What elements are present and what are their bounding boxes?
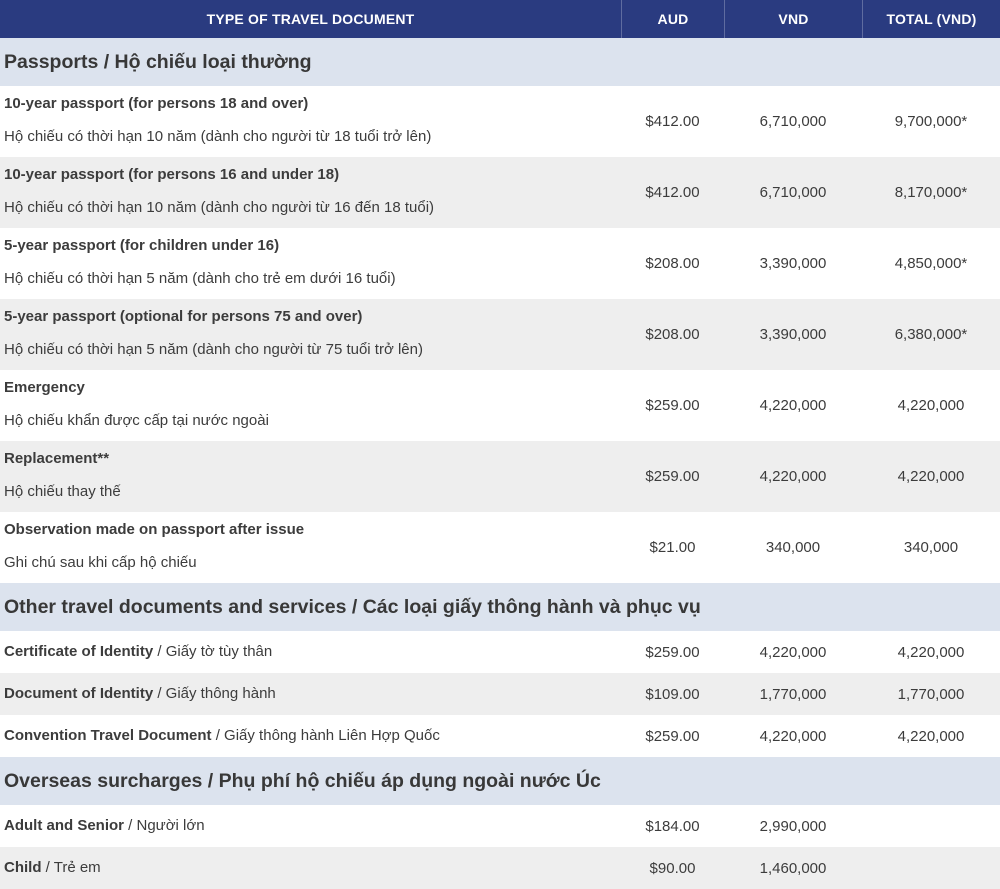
row-title-en: 10-year passport (for persons 16 and und… [4, 166, 340, 183]
table-body: Passports / Hộ chiếu loại thường 10-year … [0, 38, 1000, 889]
row-title-en: Adult and Senior [4, 816, 124, 834]
total-value-cell: 1,770,000 [897, 685, 965, 703]
aud-value-cell: $259.00 [645, 397, 700, 414]
table-row: Observation made on passport after issue… [0, 512, 1000, 583]
aud-value-cell: $259.00 [645, 643, 700, 661]
type-cell: 10-year passport (for persons 16 and und… [0, 157, 621, 228]
table-row: Replacement** Hộ chiếu thay thế $259.00 4,2… [0, 441, 1000, 512]
aud-value-cell: $412.00 [645, 184, 700, 201]
type-cell: Replacement** Hộ chiếu thay thế [0, 441, 621, 512]
table-row: 10-year passport (for persons 18 and ove… [0, 86, 1000, 157]
column-header-aud: AUD [621, 0, 724, 38]
total-value-cell: 4,220,000 [897, 468, 965, 485]
total-value-cell: 4,220,000 [897, 727, 965, 745]
aud-value-cell: $208.00 [645, 255, 700, 272]
table-row: Emergency Hộ chiếu khẩn được cấp tại nước… [0, 370, 1000, 441]
table-header-row: TYPE OF TRAVEL DOCUMENT AUD VND TOTAL (V… [0, 0, 1000, 38]
total-value-cell: 4,850,000* [894, 255, 968, 272]
column-header-type: TYPE OF TRAVEL DOCUMENT [206, 11, 415, 27]
row-title-vi: Hộ chiếu có thời hạn 5 năm (dành cho ngư… [4, 341, 423, 359]
aud-value-cell: $184.00 [645, 817, 700, 835]
vnd-value-cell: 4,220,000 [759, 643, 827, 661]
total-value-cell [862, 847, 1000, 889]
type-cell: Observation made on passport after issue… [0, 512, 621, 583]
table-row: Child / Trẻ em $90.00 1,460,000 [0, 847, 1000, 889]
row-title-vi: Hộ chiếu có thời hạn 10 năm (dành cho ng… [4, 128, 432, 146]
total-value-cell: 9,700,000* [894, 113, 968, 130]
vnd-value-cell: 340,000 [765, 539, 821, 556]
aud-value-cell: $259.00 [645, 727, 700, 745]
vnd-value-cell: 4,220,000 [759, 468, 827, 485]
row-title-vi: / Giấy thông hành [153, 684, 276, 702]
aud-value-cell: $90.00 [649, 859, 696, 877]
type-cell: Child / Trẻ em [0, 847, 621, 889]
type-cell: 10-year passport (for persons 18 and ove… [0, 86, 621, 157]
row-title-vi: / Giấy thông hành Liên Hợp Quốc [211, 726, 440, 744]
total-value-cell: 4,220,000 [897, 397, 965, 414]
row-title-en: Replacement** [4, 450, 110, 467]
table-row: 5-year passport (for children under 16) H… [0, 228, 1000, 299]
row-title-en: 10-year passport (for persons 18 and ove… [4, 95, 309, 112]
vnd-value-cell: 3,390,000 [759, 326, 827, 343]
section-header: Overseas surcharges / Phụ phí hộ chiếu á… [0, 757, 1000, 805]
aud-value-cell: $109.00 [645, 685, 700, 703]
row-title-vi: Hộ chiếu thay thế [4, 483, 121, 501]
aud-value-cell: $21.00 [649, 539, 696, 556]
row-title-vi: / Trẻ em [41, 858, 101, 876]
row-title-vi: / Giấy tờ tùy thân [153, 642, 273, 660]
aud-value-cell: $412.00 [645, 113, 700, 130]
vnd-value-cell: 1,770,000 [759, 685, 827, 703]
row-title-en: Certificate of Identity [4, 642, 154, 660]
table-row: Document of Identity / Giấy thông hành $1… [0, 673, 1000, 715]
row-title-en: 5-year passport (for children under 16) [4, 237, 280, 254]
vnd-value-cell: 3,390,000 [759, 255, 827, 272]
aud-value-cell: $208.00 [645, 326, 700, 343]
total-value-cell: 340,000 [903, 539, 959, 556]
type-cell: 5-year passport (for children under 16) H… [0, 228, 621, 299]
total-value-cell: 8,170,000* [894, 184, 968, 201]
total-value-cell [862, 805, 1000, 847]
row-title-en: Observation made on passport after issue [4, 521, 305, 538]
table-row: 5-year passport (optional for persons 75… [0, 299, 1000, 370]
row-title-en: Document of Identity [4, 684, 154, 702]
type-cell: Certificate of Identity / Giấy tờ tùy th… [0, 631, 621, 673]
row-title-vi: Hộ chiếu khẩn được cấp tại nước ngoài [4, 412, 269, 430]
type-cell: Emergency Hộ chiếu khẩn được cấp tại nước… [0, 370, 621, 441]
row-title-en: 5-year passport (optional for persons 75… [4, 308, 363, 325]
column-header-total: TOTAL (VND) [862, 0, 1000, 38]
row-title-en: Emergency [4, 379, 85, 396]
type-cell: Adult and Senior / Người lớn [0, 805, 621, 847]
row-title-vi: / Người lớn [124, 816, 205, 834]
vnd-value-cell: 1,460,000 [759, 859, 827, 877]
table-row: Convention Travel Document / Giấy thông … [0, 715, 1000, 757]
type-cell: 5-year passport (optional for persons 75… [0, 299, 621, 370]
vnd-value-cell: 6,710,000 [759, 184, 827, 201]
vnd-value-cell: 2,990,000 [759, 817, 827, 835]
type-cell: Convention Travel Document / Giấy thông … [0, 715, 621, 757]
section-header: Other travel documents and services / Cá… [0, 583, 1000, 631]
vnd-value-cell: 6,710,000 [759, 113, 827, 130]
table-row: Adult and Senior / Người lớn $184.00 2,990… [0, 805, 1000, 847]
vnd-value-cell: 4,220,000 [759, 727, 827, 745]
aud-value-cell: $259.00 [645, 468, 700, 485]
row-title-en: Child [4, 858, 42, 876]
section-header: Passports / Hộ chiếu loại thường [0, 38, 1000, 86]
row-title-vi: Hộ chiếu có thời hạn 10 năm (dành cho ng… [4, 199, 435, 217]
row-title-en: Convention Travel Document [4, 726, 212, 744]
row-title-vi: Ghi chú sau khi cấp hộ chiếu [4, 554, 197, 572]
total-value-cell: 4,220,000 [897, 643, 965, 661]
vnd-value-cell: 4,220,000 [759, 397, 827, 414]
column-header-vnd: VND [724, 0, 862, 38]
table-row: Certificate of Identity / Giấy tờ tùy th… [0, 631, 1000, 673]
type-cell: Document of Identity / Giấy thông hành [0, 673, 621, 715]
row-title-vi: Hộ chiếu có thời hạn 5 năm (dành cho trẻ… [4, 270, 396, 288]
total-value-cell: 6,380,000* [894, 326, 968, 343]
table-row: 10-year passport (for persons 16 and und… [0, 157, 1000, 228]
